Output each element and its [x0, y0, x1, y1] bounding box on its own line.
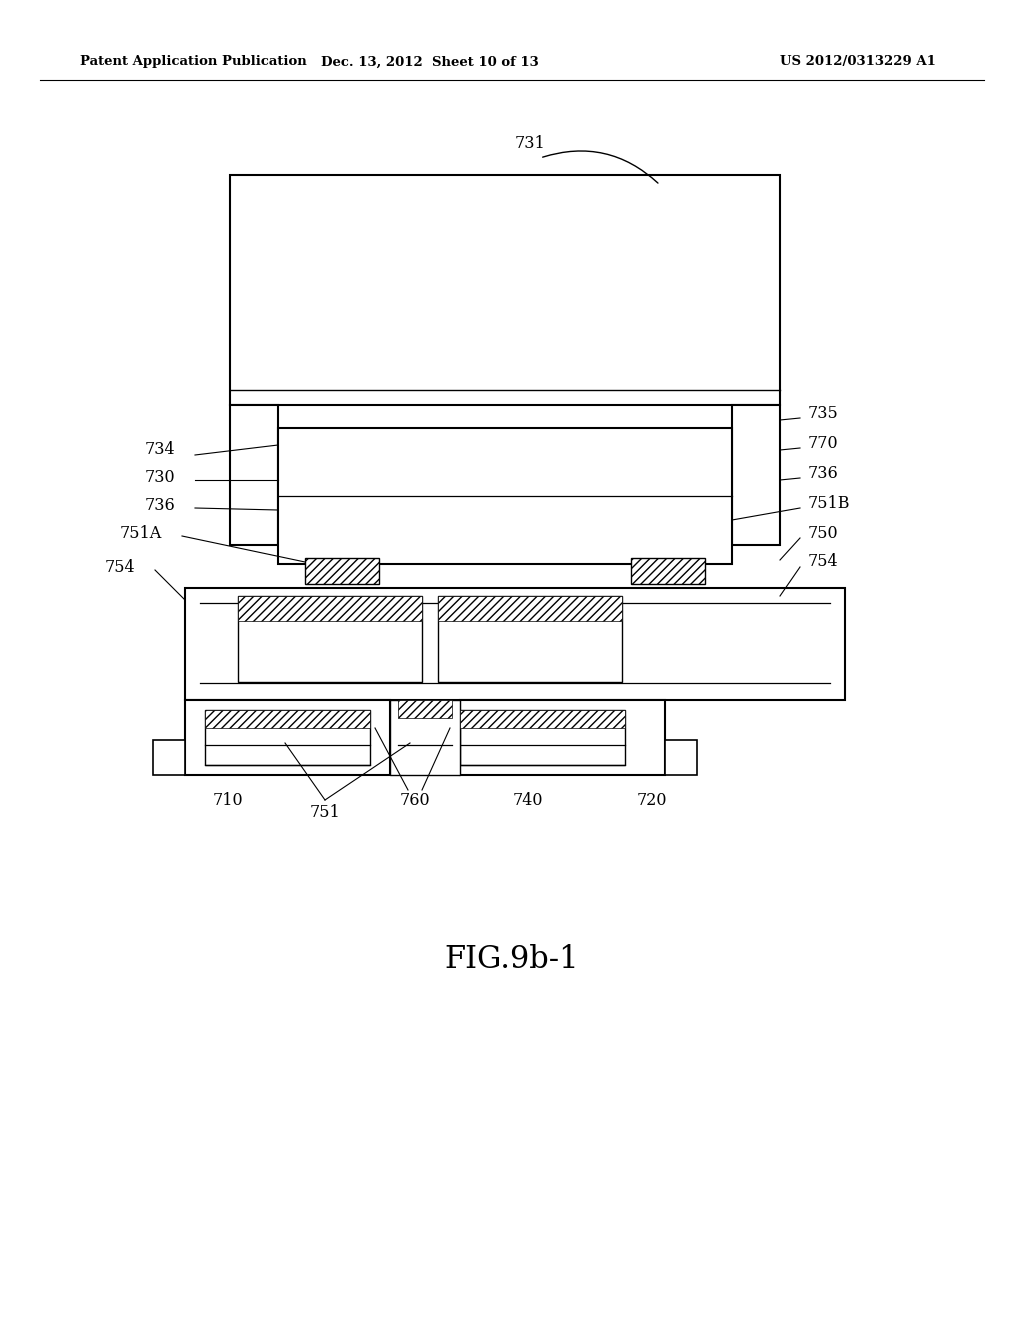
Bar	[438, 597, 622, 682]
Bar	[238, 597, 422, 682]
Text: 751A: 751A	[120, 525, 162, 543]
Bar	[732, 405, 780, 545]
Text: 731: 731	[515, 135, 546, 152]
Bar	[631, 558, 705, 583]
Text: Dec. 13, 2012  Sheet 10 of 13: Dec. 13, 2012 Sheet 10 of 13	[322, 55, 539, 69]
Text: 751: 751	[309, 804, 340, 821]
Bar	[153, 741, 185, 775]
Bar	[230, 405, 278, 545]
Text: FIG.9b-1: FIG.9b-1	[444, 945, 580, 975]
Text: Patent Application Publication: Patent Application Publication	[80, 55, 307, 69]
Text: 751B: 751B	[808, 495, 851, 511]
Text: 710: 710	[213, 792, 244, 809]
Bar	[185, 700, 390, 775]
Bar	[460, 710, 625, 729]
Text: 734: 734	[144, 441, 175, 458]
Bar	[398, 700, 452, 718]
Bar	[278, 428, 732, 564]
Bar	[438, 597, 622, 620]
Text: US 2012/0313229 A1: US 2012/0313229 A1	[780, 55, 936, 69]
Text: 730: 730	[144, 470, 175, 487]
Bar	[205, 710, 370, 766]
Bar	[205, 710, 370, 729]
Bar	[185, 587, 845, 700]
Bar	[238, 597, 422, 620]
Bar	[460, 710, 625, 766]
Text: 720: 720	[637, 792, 668, 809]
Text: 770: 770	[808, 434, 839, 451]
Bar	[665, 741, 697, 775]
Text: 754: 754	[808, 553, 839, 570]
Text: 760: 760	[399, 792, 430, 809]
Text: 750: 750	[808, 524, 839, 541]
Text: 754: 754	[104, 560, 135, 577]
Text: 736: 736	[144, 498, 175, 515]
Text: 740: 740	[513, 792, 544, 809]
Bar	[390, 700, 460, 775]
Bar	[460, 700, 665, 775]
Bar	[230, 176, 780, 405]
Text: 735: 735	[808, 404, 839, 421]
Text: 736: 736	[808, 465, 839, 482]
Bar	[305, 558, 379, 583]
